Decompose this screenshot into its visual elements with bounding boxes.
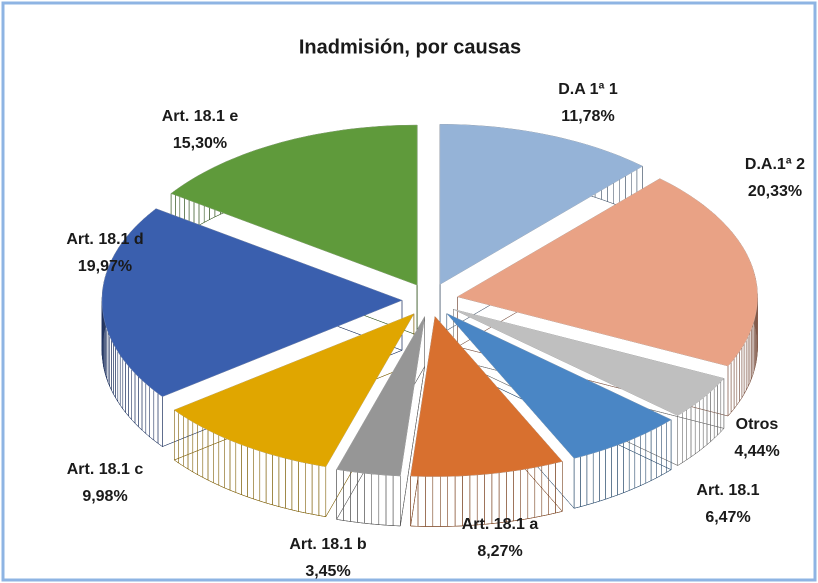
- value-label: 4,44%: [734, 443, 779, 460]
- slice: [173, 313, 415, 467]
- category-label: Art. 18.1 b: [289, 536, 367, 553]
- pie: [101, 124, 758, 527]
- value-label: 8,27%: [477, 543, 522, 560]
- value-label: 20,33%: [748, 183, 802, 200]
- slice: [453, 309, 725, 416]
- chart-title: Inadmisión, por causas: [299, 36, 521, 58]
- value-label: 15,30%: [173, 135, 227, 152]
- value-label: 9,98%: [82, 488, 127, 505]
- slice: [446, 313, 672, 459]
- category-label: Art. 18.1 c: [67, 461, 144, 478]
- category-label: D.A.1ª 2: [745, 156, 805, 173]
- slice: [439, 124, 644, 285]
- category-label: Art. 18.1: [696, 482, 759, 499]
- slice: [101, 208, 403, 397]
- category-label: Art. 18.1 e: [162, 108, 239, 125]
- value-label: 3,45%: [305, 563, 350, 580]
- category-label: Art. 18.1 a: [462, 516, 539, 533]
- category-label: Art. 18.1 d: [66, 231, 143, 248]
- slice: [170, 124, 418, 286]
- slice: [410, 315, 563, 477]
- value-label: 6,47%: [705, 509, 750, 526]
- value-label: 11,78%: [561, 108, 614, 125]
- value-label: 19,97%: [78, 258, 132, 275]
- slice: [336, 316, 425, 477]
- labels: D.A 1ª 1 11,78% D.A.1ª 2 20,33% Otros 4,44% Ar…: [66, 81, 805, 580]
- category-label: D.A 1ª 1: [558, 81, 618, 98]
- slice: [456, 178, 758, 367]
- category-label: Otros: [736, 416, 779, 433]
